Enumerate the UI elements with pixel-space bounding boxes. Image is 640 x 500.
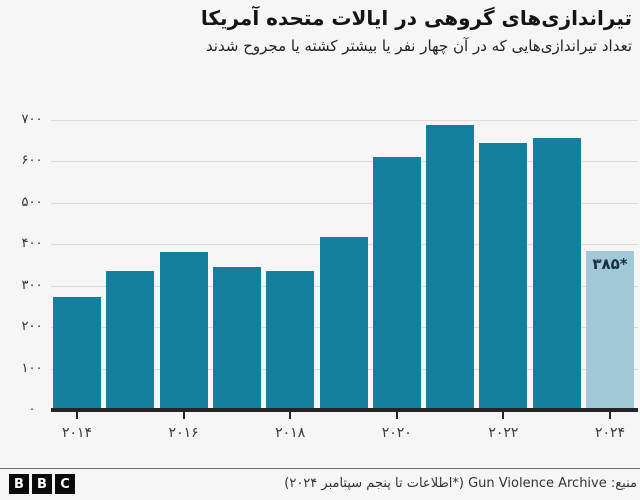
- footer: B B C منبع: Gun Violence Archive (*اطلاع…: [0, 469, 640, 500]
- y-axis-label-0: ۰: [28, 402, 36, 417]
- bar-2023: [532, 138, 581, 410]
- x-axis-label-2014: ۲۰۱۴: [61, 425, 93, 441]
- bar-2015: [106, 271, 155, 410]
- footer-divider: [0, 468, 640, 469]
- bar-2022: [479, 142, 528, 410]
- bar-2018: [266, 270, 315, 410]
- gridline-500: [51, 202, 638, 204]
- bbc-logo-letter: B: [9, 474, 29, 494]
- bar-2020: [372, 157, 421, 410]
- y-axis-label-100: ۱۰۰: [21, 360, 43, 376]
- bar-2014: [53, 297, 101, 410]
- bar-2024: [586, 250, 634, 410]
- bbc-logo-letter: B: [32, 474, 52, 494]
- gridline-600: [51, 161, 638, 163]
- x-tick-2014: [76, 412, 78, 419]
- x-axis-label-2022: ۲۰۲۲: [488, 425, 519, 441]
- y-axis-label-600: ۶۰۰: [21, 153, 43, 169]
- x-tick-2016: [182, 412, 185, 419]
- x-tick-2018: [289, 412, 292, 419]
- chart-header: تیراندازی‌های گروهی در ایالات متحده آمری…: [8, 4, 632, 57]
- y-axis-label-700: ۷۰۰: [21, 112, 43, 127]
- bar-2021: [426, 124, 475, 410]
- x-tick-2022: [502, 412, 505, 419]
- x-axis-label-2024: ۲۰۲۴: [594, 425, 626, 441]
- y-axis-label-200: ۲۰۰: [21, 319, 43, 335]
- x-tick-2020: [395, 412, 398, 419]
- x-axis-line: [51, 408, 638, 412]
- x-tick-2024: [609, 412, 611, 419]
- chart-title: تیراندازی‌های گروهی در ایالات متحده آمری…: [200, 6, 632, 30]
- bbc-logo-letter: C: [55, 474, 75, 494]
- chart-subtitle: تعداد تیراندازی‌هایی که در آن چهار نفر ی…: [205, 37, 632, 55]
- bar-chart: ۰ ۱۰۰ ۲۰۰ ۳۰۰ ۴۰۰ ۵۰۰ ۶۰۰ ۷۰۰ ۳۸۵* ۲۰۱۴ ۲۰۱۶ ۲۰۱۸ ۲۰…: [21, 112, 638, 441]
- highlight-value-label: ۳۸۵*: [592, 254, 628, 273]
- bar-2019: [319, 237, 368, 410]
- x-axis-label-2020: ۲۰۲۰: [381, 425, 412, 441]
- bar-2016: [159, 251, 208, 410]
- y-axis-label-300: ۳۰۰: [21, 277, 43, 293]
- x-axis-label-2018: ۲۰۱۸: [275, 425, 306, 441]
- source-caption: منبع: Gun Violence Archive (*اطلاعات تا …: [284, 476, 637, 491]
- y-axis-label-400: ۴۰۰: [21, 236, 43, 252]
- bar-2017: [212, 266, 261, 410]
- gridline-700: [51, 120, 638, 121]
- x-axis-label-2016: ۲۰۱۶: [168, 425, 199, 441]
- bbc-logo: B B C: [9, 474, 75, 494]
- y-axis-label-500: ۵۰۰: [21, 194, 43, 210]
